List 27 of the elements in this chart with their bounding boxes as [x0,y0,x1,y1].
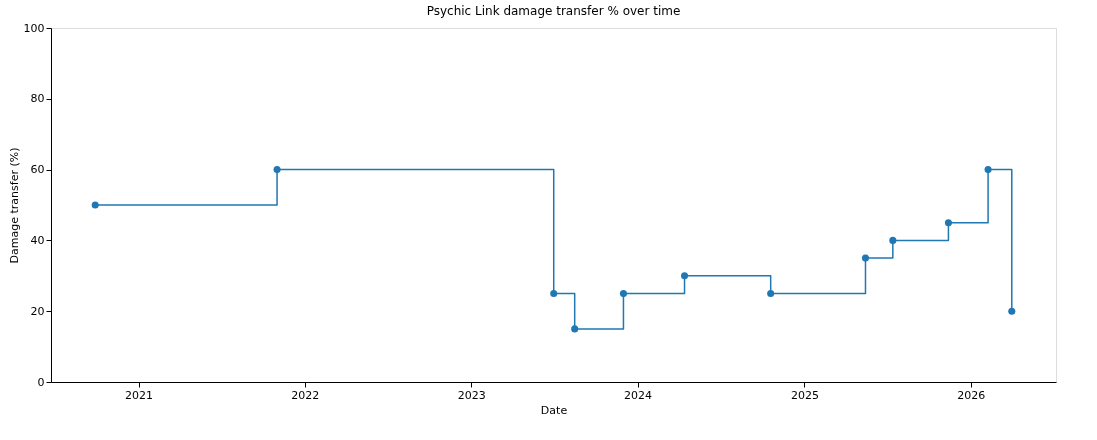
x-tick-label: 2021 [125,388,154,402]
point [861,254,870,262]
x-tick-label: 2026 [957,388,986,402]
x-axis-title: Date [540,403,568,417]
point [1008,307,1016,315]
x-tick-label: 2022 [291,388,320,402]
point [889,236,897,244]
y-tick-label: 100 [23,21,45,35]
point [571,325,579,333]
y-axis-title: Damage transfer (%) [7,147,21,264]
point [944,219,952,227]
point [619,289,627,298]
x-tick-label: 2025 [790,388,819,402]
y-tick-label: 80 [30,92,45,106]
y-tick-label: 60 [30,163,45,177]
point [767,289,775,298]
point [984,166,992,174]
y-tick-label: 20 [30,304,45,318]
y-tick-label: 40 [30,233,45,247]
y-tick-label: 0 [37,375,45,389]
x-tick-label: 2023 [457,388,486,402]
point [273,166,281,174]
point [91,201,99,209]
x-tick-label: 2024 [624,388,653,402]
chart-title: Psychic Link damage transfer % over time [426,4,681,18]
point [681,272,689,280]
point [550,289,558,298]
